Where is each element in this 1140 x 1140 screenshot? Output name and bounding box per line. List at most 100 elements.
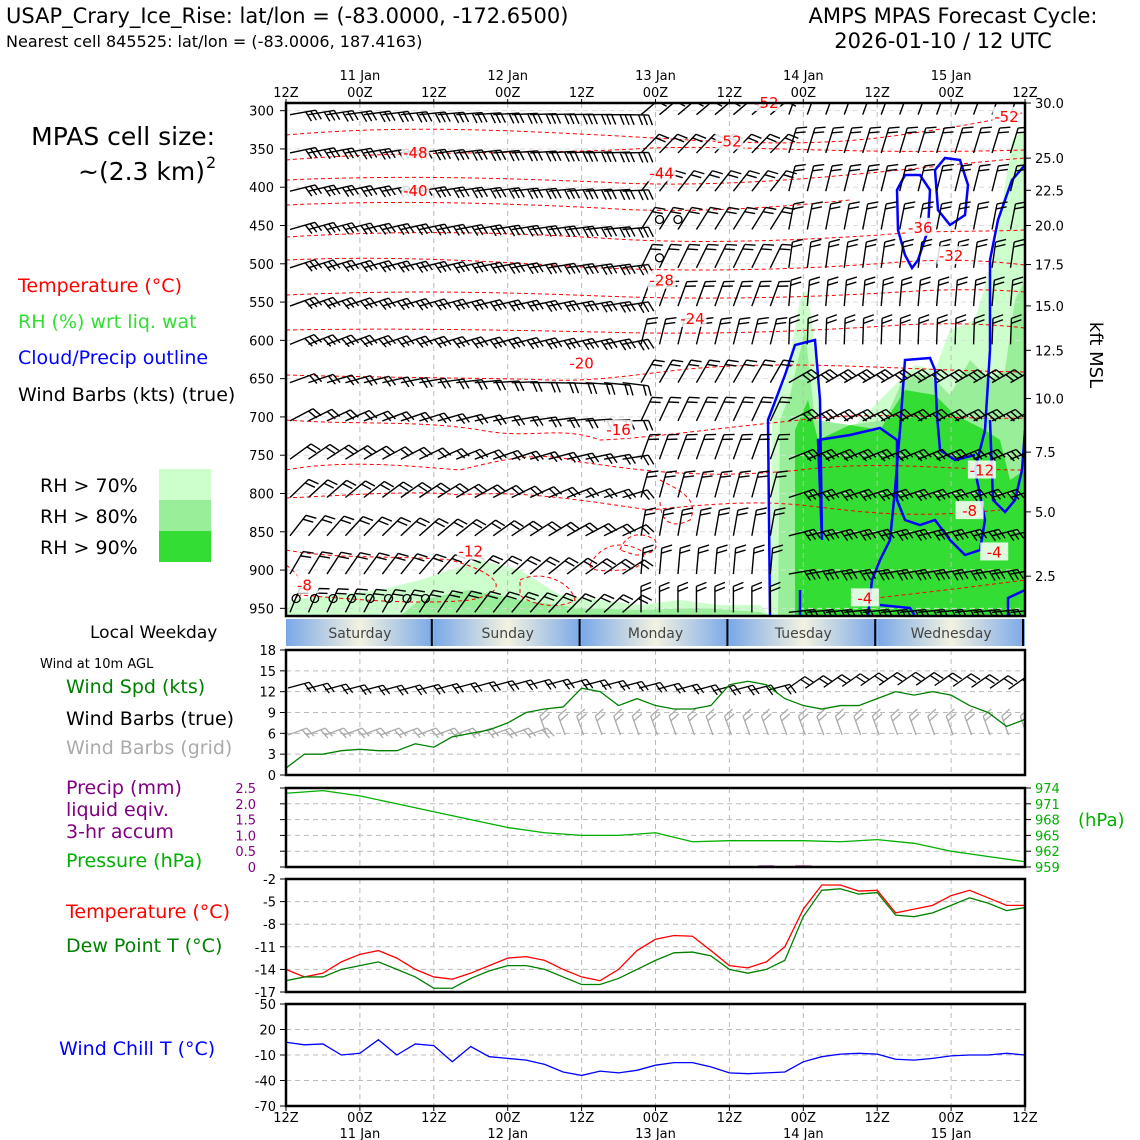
surface-barb-grid (576, 708, 587, 736)
wind-barb (400, 553, 428, 575)
wind-barb (548, 521, 580, 537)
wind-barb (825, 488, 858, 502)
y-tick-label: 18 (259, 644, 276, 659)
wind-barb (604, 226, 636, 238)
rh90-swatch (159, 531, 211, 562)
surface-barb-grid (853, 708, 865, 736)
wind-barb (880, 103, 887, 115)
wind-barb (751, 316, 769, 345)
wind-barb (695, 243, 719, 269)
wind-barb (677, 243, 701, 269)
surface-barb-true (1027, 677, 1054, 690)
wind-barb (419, 260, 452, 274)
wind-barb (881, 568, 914, 581)
wind-barbs-grid-row (287, 708, 1025, 739)
wind-barb (1010, 373, 1025, 384)
wind-barb (899, 369, 932, 384)
wind-barb (714, 280, 735, 307)
wind-barb (382, 260, 415, 273)
wind-barb (880, 314, 893, 345)
wind-barb (732, 470, 751, 498)
wind-barb (474, 484, 507, 499)
wind-barb (917, 126, 937, 154)
wind-barb (695, 433, 717, 460)
wind-barb (344, 515, 374, 537)
pressure-tick-label: 974 (1035, 782, 1060, 797)
height-tick-label: 22.5 (1035, 184, 1064, 199)
wind-barb (695, 581, 707, 613)
wind-barb (455, 590, 483, 613)
wind-barb (474, 186, 507, 199)
wind-barb (585, 151, 617, 163)
wind-barb (437, 590, 464, 613)
wind-barb (936, 408, 969, 422)
wind-barb (825, 568, 858, 581)
wind-barb (530, 187, 562, 200)
wind-barb (381, 552, 409, 575)
wind-barb (843, 276, 858, 307)
wind-barb (695, 396, 719, 422)
wind-barb (548, 225, 581, 238)
wind-barb (788, 369, 821, 384)
wind-barb (326, 588, 349, 613)
wind-barb (972, 201, 990, 230)
wind-barb (566, 337, 600, 351)
wind-barb (751, 206, 777, 230)
wind-barb (363, 516, 393, 537)
wind-barb (954, 448, 988, 462)
wind-barb (695, 170, 723, 192)
wind-barb (973, 568, 1006, 581)
surface-barb-grid (964, 708, 975, 736)
wind-barb (382, 222, 415, 236)
wind-barb (585, 453, 618, 465)
wind-barb (825, 369, 858, 384)
wind-barb (899, 448, 932, 462)
temperature-label-bg (980, 542, 1009, 561)
height-axis-label: kft MSL (1085, 322, 1106, 388)
precip-label-1: Precip (mm) (66, 777, 182, 799)
windchill-series (286, 1038, 1025, 1077)
wind-barb (806, 369, 839, 384)
wind-barb (456, 224, 489, 237)
precip-tick-label: 0 (248, 861, 256, 876)
wind-barb (917, 238, 933, 268)
calm-circle (365, 593, 375, 604)
wind-barb (677, 396, 700, 422)
wind-barb (363, 552, 390, 575)
wind-barb (1010, 610, 1025, 614)
wind-barb (918, 568, 951, 581)
wind-barb (807, 608, 838, 616)
wind-barb (344, 480, 376, 499)
wind-barb (603, 453, 636, 465)
wind-barb (400, 376, 433, 389)
bottom-hour-label: 12Z (864, 1111, 890, 1126)
wind-barb (363, 410, 396, 422)
wind-barb (585, 487, 618, 499)
wind-barb (418, 482, 451, 499)
wind-barb (954, 568, 987, 581)
wind-barb (658, 396, 682, 422)
wind-barb (604, 188, 636, 201)
wind-barb (382, 411, 415, 423)
wind-barbs-aloft (289, 103, 1025, 616)
wind-barb (382, 110, 414, 123)
wind-barb (751, 133, 781, 154)
wind-barb (769, 316, 788, 345)
wind-barb (289, 184, 323, 197)
wind-barb (695, 507, 712, 536)
wind-barb (493, 149, 525, 162)
pressure-tick-label: 450 (249, 220, 274, 235)
calm-circle (654, 214, 665, 225)
wind-barb (658, 507, 675, 536)
wind-barb (935, 201, 953, 230)
height-tick-label: 10.0 (1035, 393, 1064, 408)
y-tick-label: 0 (268, 769, 276, 784)
surface-barb-true (952, 673, 981, 687)
wind-barb (567, 188, 599, 200)
calm-circle (309, 593, 320, 604)
wind-barb (418, 517, 449, 537)
wind-barb (936, 369, 969, 384)
wind-barb (493, 415, 526, 427)
wind-barb (585, 188, 617, 200)
